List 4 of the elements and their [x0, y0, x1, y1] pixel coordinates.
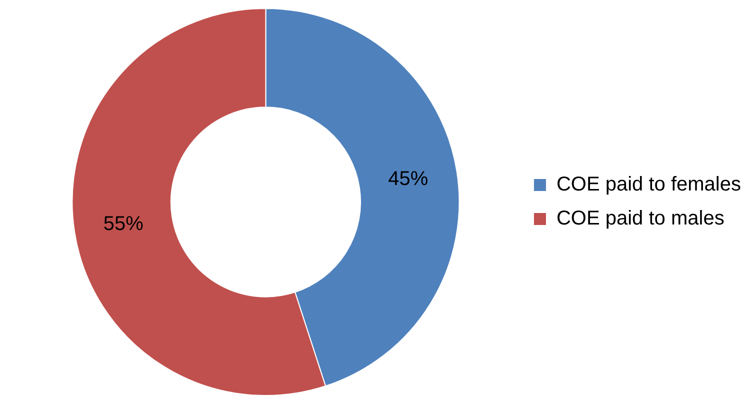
legend-label: COE paid to males: [556, 208, 724, 230]
data-label: 55%: [103, 213, 144, 236]
data-label: 45%: [388, 168, 428, 190]
legend-label: COE paid to females: [556, 174, 741, 196]
